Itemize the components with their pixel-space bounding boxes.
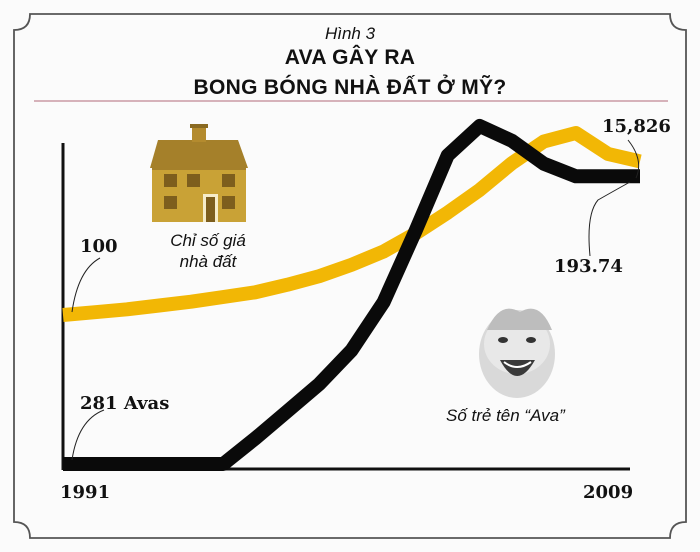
figure-label: Hình 3 xyxy=(324,24,376,43)
ava-end-leader xyxy=(627,139,640,179)
chart-title-line2: BONG BÓNG NHÀ ĐẤT Ở MỸ? xyxy=(193,76,507,99)
ava-end-label: 15,826 xyxy=(602,116,671,137)
ava-start-leader xyxy=(71,409,105,461)
home-price-end-leader xyxy=(588,181,631,257)
baby-face-icon xyxy=(479,308,555,398)
x-tick-label-end: 2009 xyxy=(583,482,634,503)
ava-start-label: 281 Avas xyxy=(80,393,170,414)
home-price-end-label: 193.74 xyxy=(554,256,623,277)
ava-series-label: Số trẻ tên “Ava” xyxy=(446,406,565,425)
x-tick-label-start: 1991 xyxy=(60,482,111,503)
ava-names-line xyxy=(63,119,640,471)
home-price-series-label: Chỉ số giá nhà đất xyxy=(170,231,246,271)
frame-border xyxy=(13,13,687,539)
home-price-start-leader xyxy=(71,257,101,313)
house-icon xyxy=(150,124,248,222)
home-price-start-label: 100 xyxy=(80,236,118,257)
chart-title-line1: AVA GÂY RA xyxy=(284,46,416,69)
home-price-line xyxy=(62,126,642,322)
